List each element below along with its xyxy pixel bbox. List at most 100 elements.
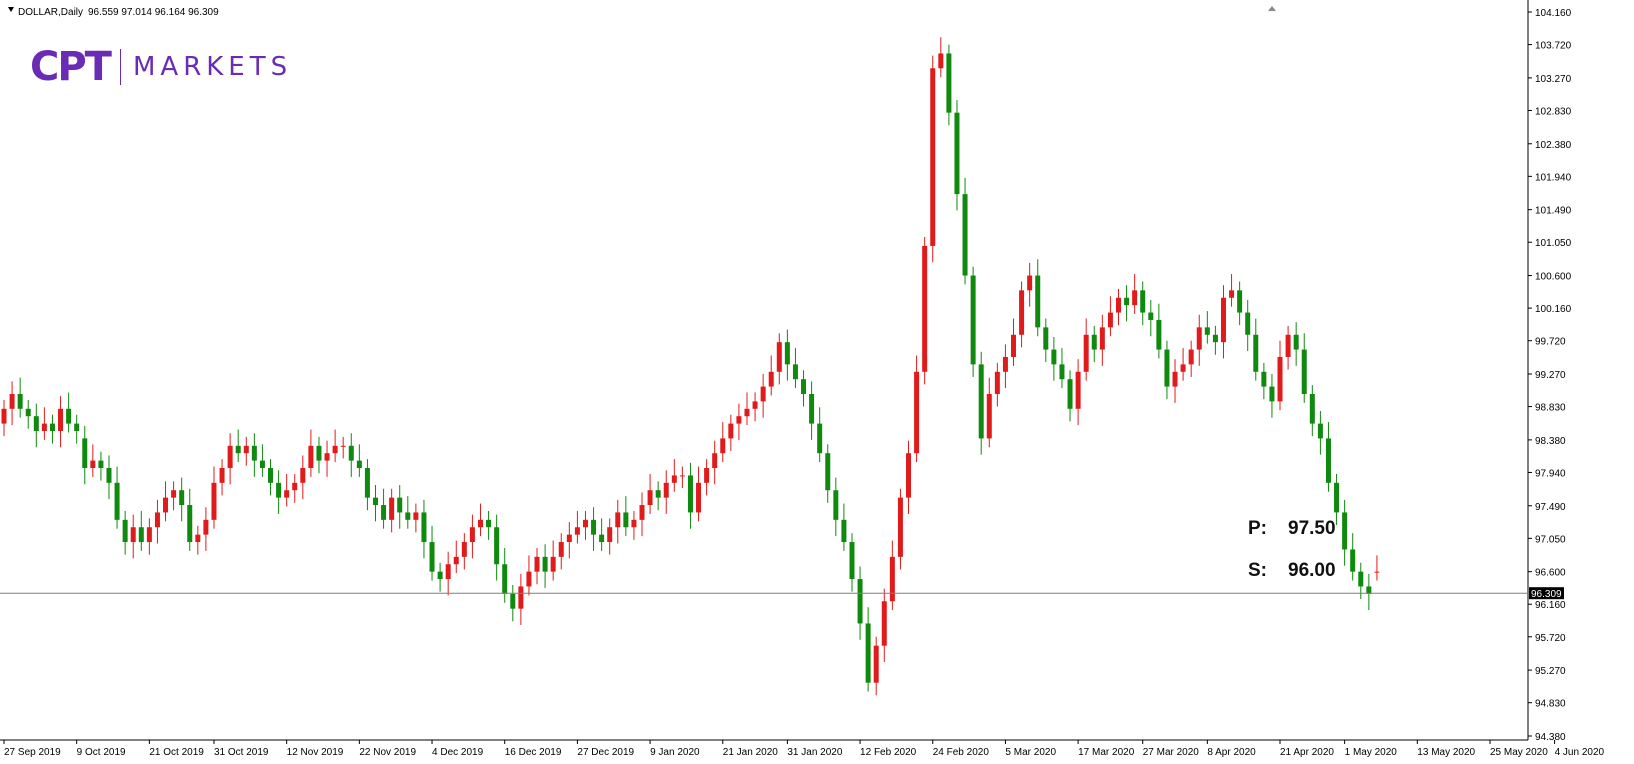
shift-marker-icon[interactable] (1268, 6, 1276, 11)
candle (1002, 344, 1008, 389)
candle-body (1293, 334, 1299, 350)
x-tick-label: 5 Mar 2020 (1005, 747, 1056, 758)
x-tick-label: 31 Jan 2020 (787, 747, 842, 758)
candle-body (1027, 275, 1033, 291)
candle (300, 455, 306, 500)
candle (372, 485, 379, 522)
candle (1107, 296, 1113, 337)
candle-body (865, 623, 871, 683)
candle (1245, 299, 1251, 352)
candle-body (558, 542, 564, 557)
candle (566, 522, 572, 559)
candle (776, 333, 782, 385)
candle (1132, 274, 1138, 315)
candle-body (163, 497, 169, 513)
y-tick-label: 100.600 (1535, 272, 1572, 283)
candle (429, 525, 435, 581)
candle (1180, 348, 1186, 381)
candle (389, 488, 395, 533)
y-tick-label: 96.160 (1535, 600, 1566, 611)
candle (445, 551, 451, 596)
candle (897, 488, 903, 570)
candle-body (1196, 327, 1202, 350)
candle (736, 403, 742, 440)
current-price-line: 96.309 (0, 587, 1564, 600)
candle-body (809, 393, 815, 424)
candle-body (17, 393, 23, 409)
y-tick-label: 94.830 (1535, 699, 1566, 710)
candle-body (1317, 423, 1323, 439)
candle (146, 518, 152, 555)
candle (986, 377, 992, 448)
candle (1124, 285, 1130, 322)
candle (211, 466, 217, 529)
candle-body (316, 445, 322, 461)
candle-body (792, 364, 798, 380)
candle (292, 473, 298, 503)
candle (90, 444, 96, 477)
x-tick-label: 8 Apr 2020 (1207, 747, 1256, 758)
x-tick-label: 22 Nov 2019 (359, 747, 416, 758)
candle-body (720, 438, 726, 454)
candle-body (817, 423, 823, 454)
candle-body (1350, 549, 1356, 572)
candle (82, 425, 88, 485)
candle-body (1035, 275, 1041, 328)
candle-body (1051, 349, 1057, 365)
candle (542, 544, 548, 588)
candle-body (801, 379, 807, 394)
support-value: 96.00 (1288, 560, 1336, 581)
candle-body (259, 460, 265, 469)
candle (9, 381, 15, 426)
candle (1067, 370, 1073, 422)
candle (647, 473, 653, 514)
candle (122, 510, 128, 555)
chart-menu-triangle-icon[interactable] (8, 7, 14, 12)
candle (954, 100, 960, 211)
candle-body (1156, 319, 1162, 350)
candle (405, 496, 411, 529)
x-tick-label: 9 Jan 2020 (650, 747, 700, 758)
y-tick-label: 104.160 (1535, 8, 1572, 19)
candle (970, 266, 976, 377)
candle-body (631, 519, 637, 528)
candle-body (1301, 349, 1307, 394)
candle (268, 459, 274, 496)
candle-body (276, 482, 282, 498)
candle-body (1285, 334, 1291, 357)
candle-body (744, 408, 750, 417)
candle (41, 407, 47, 440)
candle (1148, 299, 1154, 337)
candle-body (889, 556, 895, 602)
pivot-label: P: (1248, 518, 1267, 539)
candle-body (1188, 349, 1194, 365)
candle-body (1010, 334, 1017, 357)
candle-body (550, 556, 556, 572)
candle (461, 533, 467, 570)
candle (219, 459, 225, 496)
y-tick-label: 103.720 (1535, 41, 1572, 52)
candle (1188, 340, 1194, 377)
candle-body (284, 490, 290, 498)
candle (33, 403, 39, 448)
candle (1059, 348, 1065, 389)
candle (179, 477, 185, 522)
candle-body (582, 519, 588, 528)
candle (1083, 318, 1089, 381)
y-tick-label: 101.940 (1535, 172, 1572, 183)
candle-body (251, 445, 257, 461)
candle-body (897, 497, 903, 557)
candle-body (421, 512, 427, 543)
candle-body (90, 460, 96, 469)
candle (276, 470, 282, 514)
logo-mark: CPT (30, 44, 112, 90)
candle-body (1075, 371, 1081, 409)
candle-body (930, 68, 936, 246)
x-tick-label: 12 Feb 2020 (860, 747, 917, 758)
candle (671, 459, 677, 492)
candle (25, 399, 31, 429)
candle-body (1325, 438, 1331, 483)
candle (1035, 259, 1041, 337)
x-tick-label: 27 Mar 2020 (1143, 747, 1200, 758)
